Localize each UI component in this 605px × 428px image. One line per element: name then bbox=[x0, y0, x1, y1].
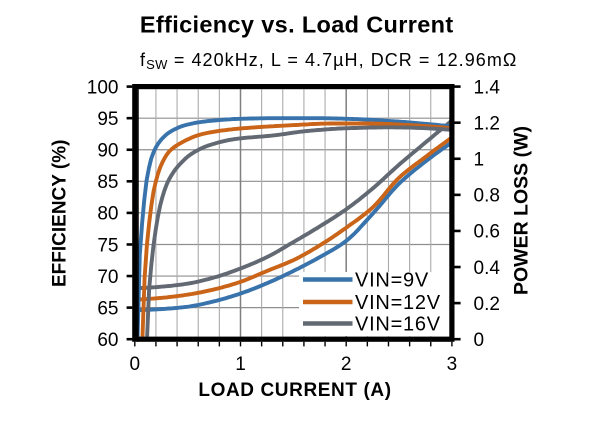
svg-text:0: 0 bbox=[130, 354, 141, 375]
svg-text:POWER LOSS (W): POWER LOSS (W) bbox=[511, 126, 533, 295]
svg-text:fSW = 420kHz, L = 4.7µH, DCR =: fSW = 420kHz, L = 4.7µH, DCR = 12.96mΩ bbox=[140, 50, 517, 72]
svg-text:EFFICIENCY (%): EFFICIENCY (%) bbox=[50, 140, 71, 287]
svg-text:1: 1 bbox=[474, 150, 485, 171]
svg-text:1.2: 1.2 bbox=[474, 113, 500, 134]
svg-text:VIN=12V: VIN=12V bbox=[355, 292, 441, 314]
svg-text:60: 60 bbox=[97, 330, 118, 351]
svg-text:1.4: 1.4 bbox=[474, 77, 501, 98]
svg-text:75: 75 bbox=[97, 235, 118, 256]
svg-text:VIN=16V: VIN=16V bbox=[355, 314, 441, 336]
svg-text:70: 70 bbox=[97, 267, 118, 288]
svg-text:65: 65 bbox=[97, 298, 118, 319]
svg-text:0.2: 0.2 bbox=[474, 294, 500, 315]
svg-text:90: 90 bbox=[97, 141, 118, 162]
svg-text:VIN=9V: VIN=9V bbox=[355, 270, 429, 292]
svg-text:3: 3 bbox=[447, 354, 458, 375]
svg-text:0.8: 0.8 bbox=[474, 186, 500, 207]
svg-text:100: 100 bbox=[87, 77, 119, 98]
svg-text:0.4: 0.4 bbox=[474, 258, 501, 279]
svg-text:Efficiency vs. Load Current: Efficiency vs. Load Current bbox=[140, 12, 454, 38]
svg-text:1: 1 bbox=[235, 354, 246, 375]
svg-text:0.6: 0.6 bbox=[474, 222, 500, 243]
svg-text:0: 0 bbox=[474, 330, 485, 351]
svg-text:2: 2 bbox=[341, 354, 352, 375]
svg-text:LOAD CURRENT (A): LOAD CURRENT (A) bbox=[198, 380, 391, 401]
svg-text:80: 80 bbox=[97, 204, 118, 225]
svg-text:85: 85 bbox=[97, 172, 118, 193]
svg-text:95: 95 bbox=[97, 109, 118, 130]
